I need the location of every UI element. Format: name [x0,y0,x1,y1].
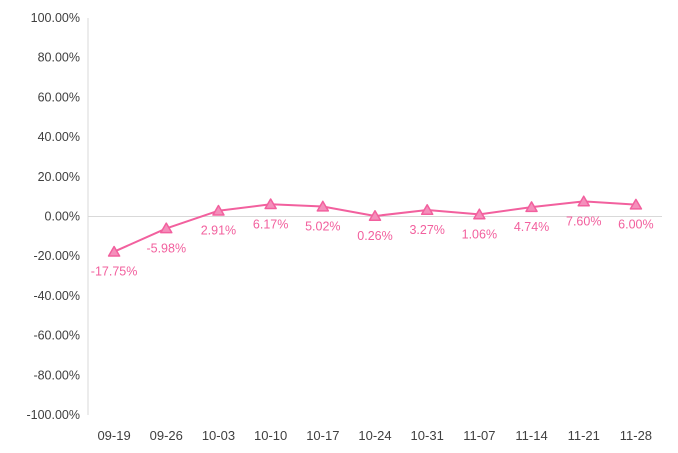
data-point-marker [107,245,121,257]
y-axis-tick-label: 80.00% [38,51,80,65]
y-axis-tick-label: 60.00% [38,90,80,104]
data-point-label: -5.98% [146,241,186,255]
data-point-label: 6.00% [618,218,653,232]
x-axis-tick-label: 11-14 [515,428,547,443]
data-point-marker [577,195,590,207]
y-axis-tick-label: -40.00% [33,289,80,303]
data-point-label: 3.27% [409,223,444,237]
data-point-label: 4.74% [514,220,549,234]
x-axis-tick-label: 10-03 [202,428,235,443]
data-point-marker [264,198,277,210]
data-point-marker [420,204,434,216]
x-axis-tick-label: 10-31 [411,428,444,443]
y-axis-tick-label: -60.00% [33,329,80,343]
data-point-marker [368,210,382,222]
series-line [113,200,637,253]
data-point-label: 7.60% [566,214,601,228]
data-point-marker [525,201,538,213]
data-point-label: 1.06% [462,227,497,241]
data-point-label: 0.26% [357,229,392,243]
x-axis-tick-label: 10-17 [306,428,339,443]
y-axis-tick-label: -20.00% [33,249,80,263]
data-point-marker [473,208,486,220]
y-axis-tick-label: 100.00% [31,11,80,25]
data-point-label: 2.91% [201,224,236,238]
x-axis-tick-label: 11-28 [620,428,652,443]
y-axis-tick-label: -100.00% [26,408,80,422]
y-axis-tick-label: 40.00% [38,130,80,144]
x-axis-tick-label: 11-07 [463,428,495,443]
x-axis-tick-label: 09-26 [150,428,183,443]
x-axis-tick-label: 11-21 [568,428,600,443]
y-axis-tick-label: 20.00% [38,170,80,184]
data-point-marker [629,198,643,210]
x-axis-tick-label: 10-24 [358,428,391,443]
y-axis-tick-label: -80.00% [33,368,80,382]
x-axis-tick-label: 09-19 [97,428,130,443]
data-point-marker [212,204,225,216]
data-point-marker [316,200,330,212]
data-point-label: 5.02% [305,220,340,234]
data-point-label: 6.17% [253,217,288,231]
y-axis-tick-label: 0.00% [45,210,80,224]
x-axis-tick-label: 10-10 [254,428,287,443]
data-point-marker [160,222,173,234]
data-point-label: -17.75% [91,265,138,279]
